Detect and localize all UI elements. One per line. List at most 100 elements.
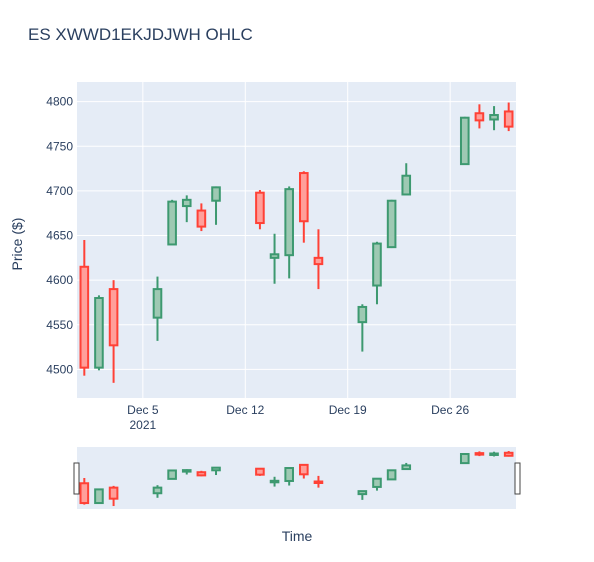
candle-body	[196, 209, 207, 228]
candle-body	[181, 198, 192, 208]
candle-body	[167, 200, 177, 246]
candle-body	[459, 116, 470, 166]
plot-area[interactable]	[77, 82, 516, 398]
y-axis-title: Price ($)	[9, 218, 25, 271]
candle-body	[211, 466, 221, 472]
candle-body	[167, 469, 177, 480]
candle-body	[386, 469, 397, 481]
candle-body	[108, 486, 119, 500]
slider-candlestick	[152, 485, 163, 498]
candlestick[interactable]	[459, 116, 470, 166]
candlestick[interactable]	[474, 104, 485, 129]
x-tick-label: Dec 12	[226, 403, 264, 417]
candle-body	[503, 451, 514, 457]
slider-candlestick	[386, 469, 397, 481]
candle-body	[474, 452, 485, 456]
candlestick[interactable]	[108, 280, 119, 383]
x-tick-label: Dec 5	[127, 403, 159, 417]
candlestick[interactable]	[386, 199, 397, 249]
candlestick[interactable]	[79, 240, 90, 376]
candle-body	[489, 452, 499, 456]
candle-body	[255, 191, 265, 225]
candle-body	[386, 199, 397, 249]
candlestick[interactable]	[489, 106, 499, 131]
candle-body	[372, 242, 382, 287]
candle-body	[503, 110, 514, 128]
candle-body	[357, 490, 368, 496]
candlestick[interactable]	[357, 304, 368, 352]
slider-candlestick	[79, 478, 90, 505]
y-tick-label: 4800	[46, 95, 73, 109]
y-tick-label: 4750	[46, 139, 73, 153]
candle-body	[79, 265, 90, 369]
y-tick-label: 4550	[46, 318, 73, 332]
candle-body	[196, 471, 207, 477]
slider-candlestick	[284, 467, 294, 486]
candle-body	[211, 186, 221, 202]
slider-candlestick	[269, 476, 280, 487]
slider-candlestick	[401, 462, 412, 471]
y-tick-label: 4650	[46, 229, 73, 243]
candlestick[interactable]	[152, 276, 163, 341]
candlestick[interactable]	[284, 186, 294, 279]
candlestick[interactable]	[299, 171, 309, 243]
candlestick[interactable]	[503, 102, 514, 132]
slider-candlestick	[196, 470, 207, 477]
candlestick[interactable]	[196, 203, 207, 232]
candlestick[interactable]	[167, 199, 177, 246]
gridlines	[77, 82, 516, 398]
candle-body	[401, 464, 412, 471]
candle-body	[313, 256, 324, 266]
candle-body	[152, 486, 163, 495]
candlesticks	[79, 102, 514, 383]
range-slider[interactable]	[77, 447, 516, 509]
x-tick-year-label: 2021	[129, 418, 156, 432]
range-slider-right-handle[interactable]	[514, 462, 521, 495]
candle-body	[459, 453, 470, 465]
y-tick-label: 4600	[46, 273, 73, 287]
slider-candlestick	[299, 463, 309, 479]
slider-candlestick	[313, 475, 324, 488]
candlestick[interactable]	[401, 163, 412, 196]
slider-candlestick	[108, 485, 119, 507]
candle-body	[108, 288, 119, 347]
candle-body	[79, 482, 90, 505]
range-slider-left-handle[interactable]	[73, 462, 80, 495]
x-axis-title: Time	[282, 528, 313, 544]
candle-body	[269, 253, 280, 259]
candlestick[interactable]	[269, 233, 280, 284]
candle-body	[152, 288, 163, 319]
candle-body	[284, 467, 294, 482]
candlestick[interactable]	[255, 190, 265, 230]
candle-body	[401, 174, 412, 196]
candle-body	[299, 172, 309, 223]
x-tick-label: Dec 19	[329, 403, 367, 417]
candlestick[interactable]	[372, 241, 382, 305]
candlestick[interactable]	[211, 186, 221, 225]
chart-title: ES XWWD1EKJDJWH OHLC	[28, 25, 253, 44]
y-axis-ticks: 4500 4550 4600 4650 4700 4750 4800	[46, 95, 73, 377]
slider-candlestick	[489, 451, 499, 457]
slider-candlestick	[255, 467, 265, 476]
candle-body	[357, 305, 368, 324]
slider-candlestick	[181, 469, 192, 475]
candle-body	[181, 469, 192, 473]
candlestick[interactable]	[313, 229, 324, 290]
candlestick[interactable]	[181, 195, 192, 223]
candle-body	[284, 188, 294, 257]
slider-candlestick	[372, 477, 382, 491]
y-tick-label: 4700	[46, 184, 73, 198]
candle-body	[372, 477, 382, 488]
x-tick-label: Dec 26	[431, 403, 469, 417]
candle-body	[94, 488, 104, 505]
slider-candlestick	[474, 451, 485, 457]
slider-candlestick	[167, 469, 177, 480]
slider-candlestick	[459, 453, 470, 465]
slider-candlestick	[211, 466, 221, 476]
candle-body	[474, 112, 485, 122]
slider-candlestick	[357, 490, 368, 500]
candlestick[interactable]	[94, 295, 104, 371]
